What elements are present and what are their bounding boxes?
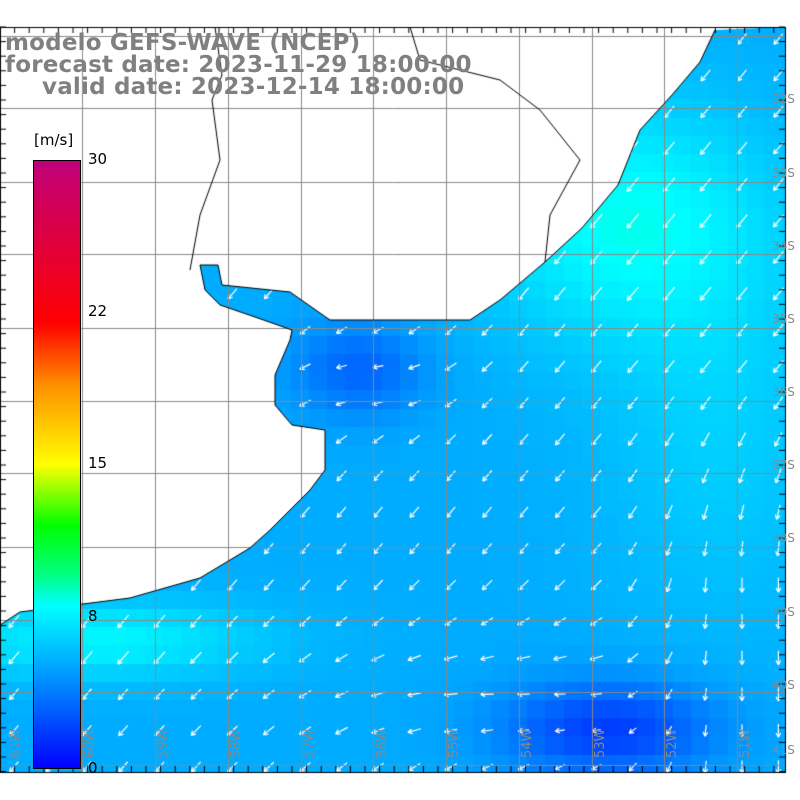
colorbar-unit: [m/s] [34,131,74,149]
colorbar [33,160,81,769]
lat-label: 41S [772,743,795,757]
colorbar-label-8: 8 [88,607,98,625]
lat-label: 38S [772,531,795,545]
lon-label: 60W [83,728,98,758]
lon-label: 52W [665,728,680,758]
lat-label: 37S [772,458,795,472]
colorbar-label-22: 22 [88,302,108,320]
lat-label: 36S [772,385,795,399]
colorbar-label-15: 15 [88,454,108,472]
model-title: modelo GEFS-WAVE (NCEP) [5,30,361,56]
lat-label: 39S [772,605,795,619]
lon-label: 58W [229,728,244,758]
colorbar-label-30: 30 [88,150,108,168]
lat-label: 40S [772,678,795,692]
colorbar-label-0: 0 [88,759,98,777]
lat-label: 34S [772,239,795,253]
lon-label: 61W [8,728,23,758]
lon-label: 56W [375,728,390,758]
forecast-date: forecast date: 2023-11-29 18:00:00 [5,52,472,78]
lon-label: 57W [302,728,317,758]
lon-label: 59W [156,728,171,758]
lat-label: 35S [772,312,795,326]
lon-label: 55W [447,728,462,758]
valid-date: valid date: 2023-12-14 18:00:00 [42,74,465,100]
lon-label: 53W [593,728,608,758]
lon-label: 54W [520,728,535,758]
lat-label: 33S [772,166,795,180]
lat-label: 32S [772,92,795,106]
lon-label: 51W [738,728,753,758]
